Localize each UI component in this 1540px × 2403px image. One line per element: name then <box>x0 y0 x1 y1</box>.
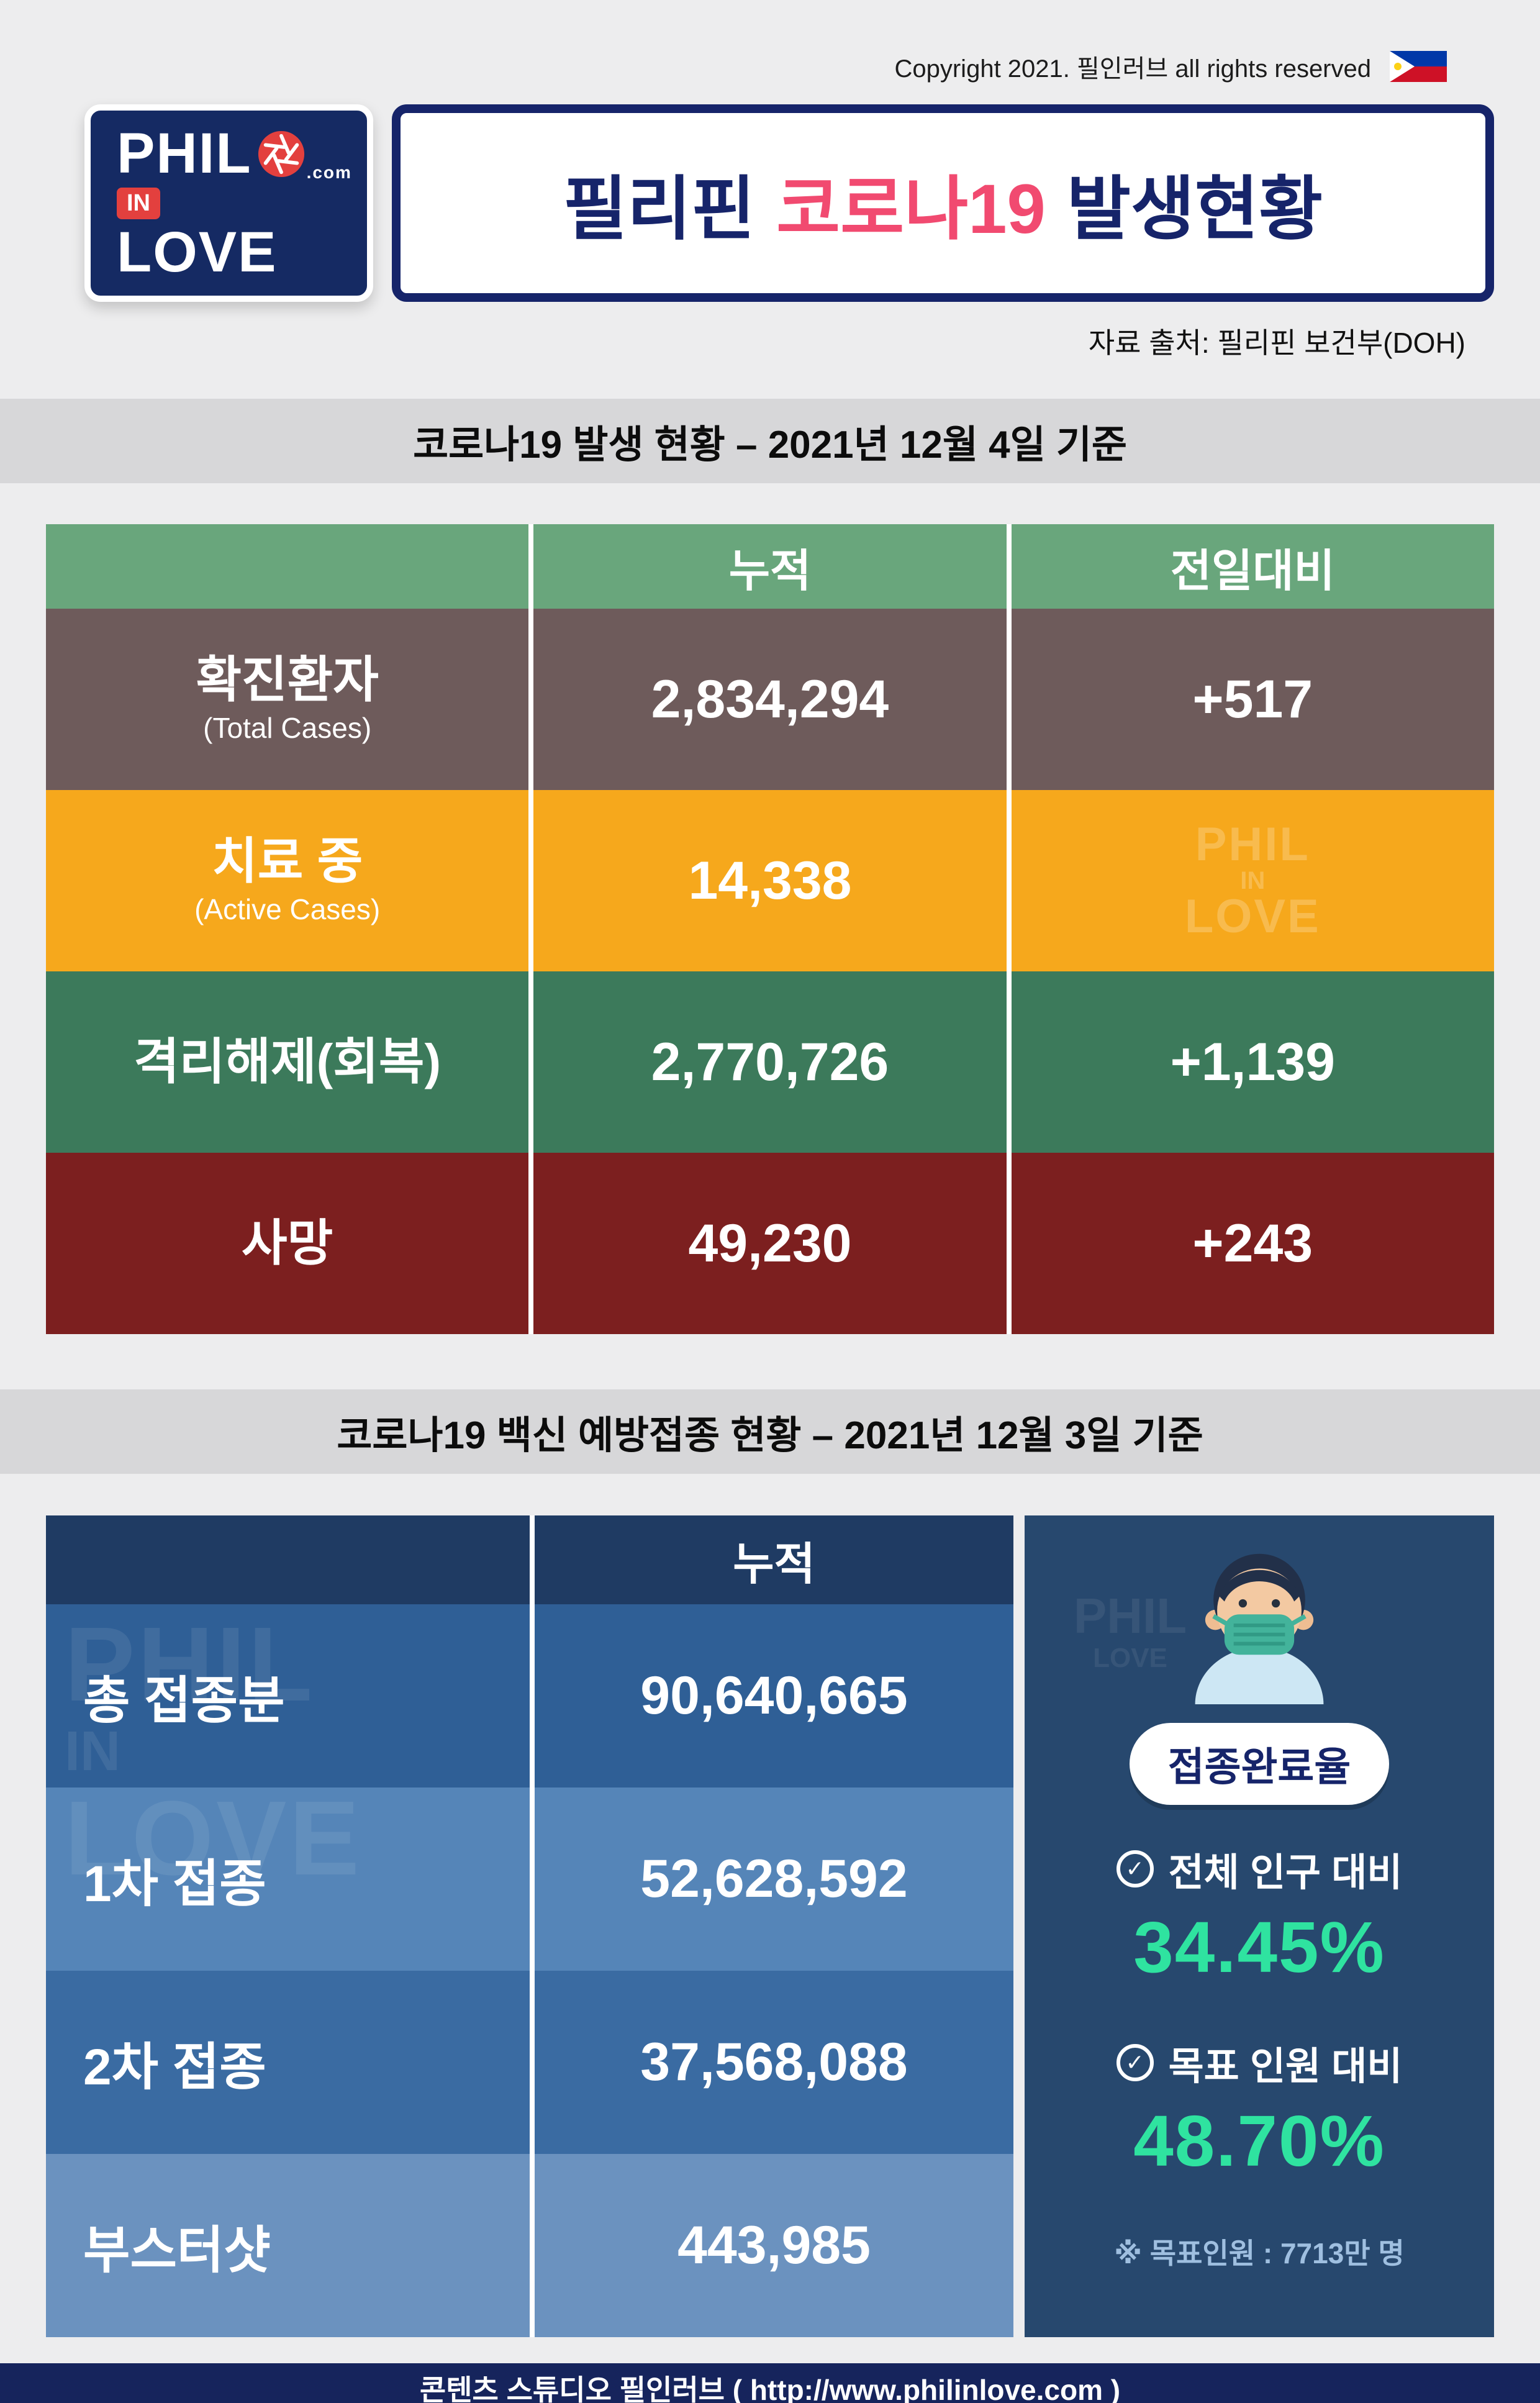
camera-aperture-icon <box>258 130 304 177</box>
header: PHIL .com IN LOVE <box>84 104 1494 302</box>
vaccination-header-cumulative: 누적 <box>530 1515 1013 1604</box>
row-delta-empty-cell: PHIL IN LOVE <box>1012 790 1494 971</box>
row-label: 부스터샷 <box>83 2222 271 2279</box>
footer-bar: 콘텐츠 스튜디오 필인러브 ( http://www.philinlove.co… <box>0 2363 1540 2403</box>
table-row-deaths: 사망 49,230 +243 <box>46 1153 1494 1334</box>
row-label: 격리해제(회복) <box>134 1034 442 1089</box>
copyright-row: Copyright 2021. 필인러브 all rights reserved <box>0 0 1540 84</box>
row-sublabel: (Active Cases) <box>194 893 381 925</box>
vaccination-rate-panel: PHIL LOVE <box>1025 1515 1494 2337</box>
logo-line-phil: PHIL .com <box>117 122 367 186</box>
section2-band-title: 코로나19 백신 예방접종 현황 – 2021년 12월 3일 기준 <box>0 1389 1540 1474</box>
row-label-cell: 확진환자 (Total Cases) <box>46 609 528 790</box>
logo-com-text: .com <box>306 162 352 182</box>
row-label-cell: 사망 <box>46 1153 528 1334</box>
completion-rate-badge: 접종완료율 <box>1129 1723 1390 1805</box>
title-part-philippines: 필리핀 <box>563 170 756 248</box>
philinlove-logo: PHIL .com IN LOVE <box>84 104 373 302</box>
logo-line-in: IN <box>117 181 367 225</box>
row-cumulative-value: 2,770,726 <box>528 971 1012 1153</box>
stat-label-text: 목표 인원 대비 <box>1168 2045 1403 2088</box>
check-circle-icon: ✓ <box>1116 2044 1154 2081</box>
table-row-total-cases: 확진환자 (Total Cases) 2,834,294 +517 <box>46 609 1494 790</box>
row-cumulative-value: 49,230 <box>528 1153 1012 1334</box>
vaccination-section: 누적 총 접종분 90,640,665 1차 접종 52,628,592 2차 … <box>46 1515 1494 2337</box>
row-value: 52,628,592 <box>530 1787 1013 1971</box>
target-population-stat-label: ✓ 목표 인원 대비 <box>1116 2035 1403 2091</box>
row-label: 총 접종분 <box>83 1673 285 1729</box>
table-row-total-doses: 총 접종분 90,640,665 <box>46 1604 1013 1787</box>
total-population-stat-label: ✓ 전체 인구 대비 <box>1116 1841 1403 1897</box>
case-header-empty <box>46 524 528 609</box>
row-delta-value: +243 <box>1192 1213 1313 1273</box>
case-status-table: 누적 전일대비 확진환자 (Total Cases) 2,834,294 +51… <box>46 524 1494 1334</box>
row-label: 사망 <box>242 1215 333 1271</box>
row-label: 1차 접종 <box>83 1856 266 1912</box>
row-value: 443,985 <box>530 2154 1013 2337</box>
row-sublabel: (Total Cases) <box>203 712 372 744</box>
vaccination-table: 누적 총 접종분 90,640,665 1차 접종 52,628,592 2차 … <box>46 1515 1013 2337</box>
vaccination-header-row: 누적 <box>46 1515 1013 1604</box>
vaccination-header-empty <box>46 1515 530 1604</box>
case-table-header-row: 누적 전일대비 <box>46 524 1494 609</box>
stat-label-text: 전체 인구 대비 <box>1168 1851 1403 1894</box>
target-population-rate: 48.70% <box>1133 2101 1385 2181</box>
row-label: 확진환자 <box>196 652 379 707</box>
philippines-flag-icon <box>1390 51 1447 82</box>
table-row-active-cases: 치료 중 (Active Cases) 14,338 PHIL IN LOVE <box>46 790 1494 971</box>
case-header-cumulative: 누적 <box>528 524 1012 609</box>
row-cumulative-value: 2,834,294 <box>528 609 1012 790</box>
row-label-cell: 치료 중 (Active Cases) <box>46 790 528 971</box>
logo-love-text: LOVE <box>117 220 278 284</box>
check-circle-icon: ✓ <box>1116 1850 1154 1887</box>
table-row-first-dose: 1차 접종 52,628,592 <box>46 1787 1013 1971</box>
row-cumulative-value: 14,338 <box>528 790 1012 971</box>
copyright-text: Copyright 2021. 필인러브 all rights reserved <box>894 55 1371 83</box>
philinlove-watermark: PHIL IN LOVE <box>1184 818 1321 943</box>
row-value: 37,568,088 <box>530 1971 1013 2154</box>
table-row-recovered: 격리해제(회복) 2,770,726 +1,139 <box>46 971 1494 1153</box>
table-row-booster-shot: 부스터샷 443,985 <box>46 2154 1013 2337</box>
case-header-delta: 전일대비 <box>1170 546 1335 596</box>
row-label: 치료 중 <box>212 834 363 889</box>
target-population-note: ※ 목표인원 : 7713만 명 <box>1114 2237 1405 2269</box>
row-label-cell: 격리해제(회복) <box>46 971 528 1153</box>
logo-phil-text: PHIL <box>117 122 252 186</box>
section1-band-title: 코로나19 발생 현황 – 2021년 12월 4일 기준 <box>0 399 1540 483</box>
vaccinated-person-illustration <box>1166 1543 1352 1704</box>
row-delta-value: +517 <box>1192 669 1313 729</box>
row-value: 90,640,665 <box>530 1604 1013 1787</box>
table-row-second-dose: 2차 접종 37,568,088 <box>46 1971 1013 2154</box>
row-delta-value: +1,139 <box>1170 1032 1335 1092</box>
total-population-rate: 34.45% <box>1133 1907 1385 1987</box>
title-part-status: 발생현황 <box>1066 170 1323 248</box>
row-label: 2차 접종 <box>83 2039 266 2096</box>
logo-in-text: IN <box>117 187 160 219</box>
title-part-covid19: 코로나19 <box>776 170 1046 248</box>
data-source-text: 자료 출처: 필리핀 보건부(DOH) <box>1088 327 1465 359</box>
page-title: 필리핀 코로나19 발생현황 <box>392 104 1494 302</box>
